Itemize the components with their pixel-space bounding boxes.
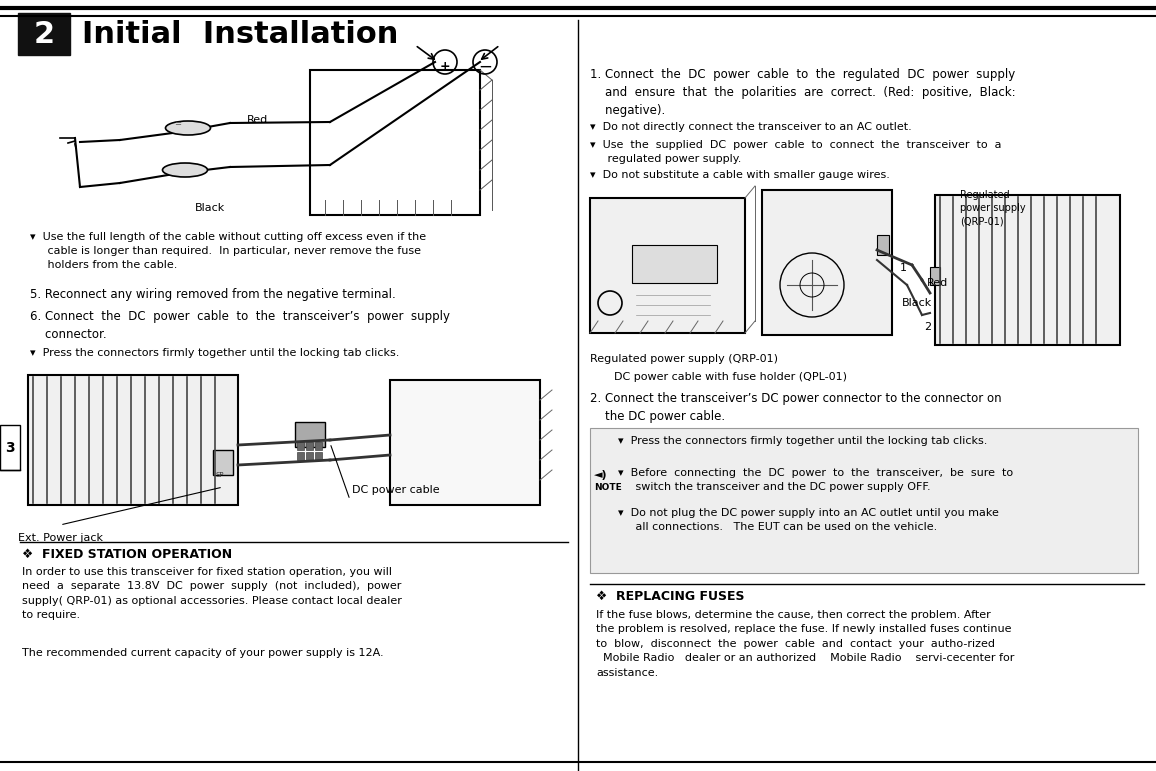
Text: and  ensure  that  the  polarities  are  correct.  (Red:  positive,  Black:: and ensure that the polarities are corre…	[590, 86, 1016, 99]
Text: 3: 3	[5, 441, 15, 455]
Text: Black: Black	[902, 298, 932, 308]
Text: In order to use this transceiver for fixed station operation, you will
need  a  : In order to use this transceiver for fix…	[22, 567, 402, 620]
Text: ❖  REPLACING FUSES: ❖ REPLACING FUSES	[596, 590, 744, 603]
Text: ▾  Use the full length of the cable without cutting off excess even if the
     : ▾ Use the full length of the cable witho…	[30, 232, 427, 270]
Text: Initial  Installation: Initial Installation	[82, 20, 399, 49]
Bar	[590, 428, 1138, 573]
Text: ▾  Do not substitute a cable with smaller gauge wires.: ▾ Do not substitute a cable with smaller…	[590, 170, 890, 180]
Bar	[306, 442, 313, 450]
Bar	[0, 425, 20, 470]
Ellipse shape	[163, 163, 207, 177]
Text: =: =	[175, 120, 181, 129]
Bar	[390, 380, 540, 505]
Ellipse shape	[165, 121, 210, 135]
Bar	[297, 452, 304, 460]
Bar	[213, 450, 234, 475]
Text: connector.: connector.	[30, 328, 106, 341]
Text: the DC power cable.: the DC power cable.	[590, 410, 725, 423]
Bar	[295, 422, 325, 447]
Text: −: −	[479, 58, 492, 76]
Text: 2. Connect the transceiver’s DC power connector to the connector on: 2. Connect the transceiver’s DC power co…	[590, 392, 1001, 405]
Text: 2: 2	[924, 322, 931, 332]
Bar	[28, 375, 238, 505]
Text: +: +	[439, 60, 451, 73]
Text: If the fuse blows, determine the cause, then correct the problem. After
the prob: If the fuse blows, determine the cause, …	[596, 610, 1014, 678]
Bar	[632, 245, 717, 283]
Text: NOTE: NOTE	[594, 483, 622, 492]
Text: ▾  Do not plug the DC power supply into an AC outlet until you make
     all con: ▾ Do not plug the DC power supply into a…	[618, 508, 999, 532]
Bar	[18, 13, 71, 55]
Text: Regulated
power supply
(QRP-01): Regulated power supply (QRP-01)	[959, 190, 1025, 227]
Text: Red: Red	[927, 278, 948, 288]
Text: ❖  FIXED STATION OPERATION: ❖ FIXED STATION OPERATION	[22, 548, 232, 561]
Text: 6. Connect  the  DC  power  cable  to  the  transceiver’s  power  supply: 6. Connect the DC power cable to the tra…	[30, 310, 450, 323]
Text: ▾  Before  connecting  the  DC  power  to  the  transceiver,  be  sure  to
     : ▾ Before connecting the DC power to the …	[618, 468, 1013, 492]
Text: ▾  Press the connectors firmly together until the locking tab clicks.: ▾ Press the connectors firmly together u…	[618, 436, 987, 446]
Text: ▾  Do not directly connect the transceiver to an AC outlet.: ▾ Do not directly connect the transceive…	[590, 122, 912, 132]
Text: ◄): ◄)	[594, 470, 608, 480]
Text: SP: SP	[216, 472, 224, 478]
Bar	[935, 195, 1120, 345]
Text: DC power cable with fuse holder (QPL-01): DC power cable with fuse holder (QPL-01)	[614, 372, 846, 382]
Text: ▾  Press the connectors firmly together until the locking tab clicks.: ▾ Press the connectors firmly together u…	[30, 348, 399, 358]
Text: 2: 2	[34, 20, 54, 49]
Text: Red: Red	[247, 115, 268, 125]
Bar	[762, 190, 892, 335]
Bar	[929, 267, 940, 285]
Text: negative).: negative).	[590, 104, 665, 117]
Text: 1: 1	[901, 263, 907, 273]
Text: The recommended current capacity of your power supply is 12A.: The recommended current capacity of your…	[22, 648, 384, 658]
Text: DC power cable: DC power cable	[351, 485, 439, 495]
Text: 1. Connect  the  DC  power  cable  to  the  regulated  DC  power  supply: 1. Connect the DC power cable to the reg…	[590, 68, 1015, 81]
Bar	[877, 235, 889, 255]
Bar	[314, 452, 323, 460]
Bar	[590, 198, 744, 333]
Bar	[310, 70, 480, 215]
Bar	[314, 442, 323, 450]
Text: Ext. Power jack: Ext. Power jack	[18, 533, 103, 543]
Text: Black: Black	[195, 203, 225, 213]
Bar	[306, 452, 313, 460]
Text: ▾  Use  the  supplied  DC  power  cable  to  connect  the  transceiver  to  a
  : ▾ Use the supplied DC power cable to con…	[590, 140, 1001, 164]
Text: 5. Reconnect any wiring removed from the negative terminal.: 5. Reconnect any wiring removed from the…	[30, 288, 395, 301]
Text: Regulated power supply (QRP-01): Regulated power supply (QRP-01)	[590, 354, 778, 364]
Bar	[297, 442, 304, 450]
